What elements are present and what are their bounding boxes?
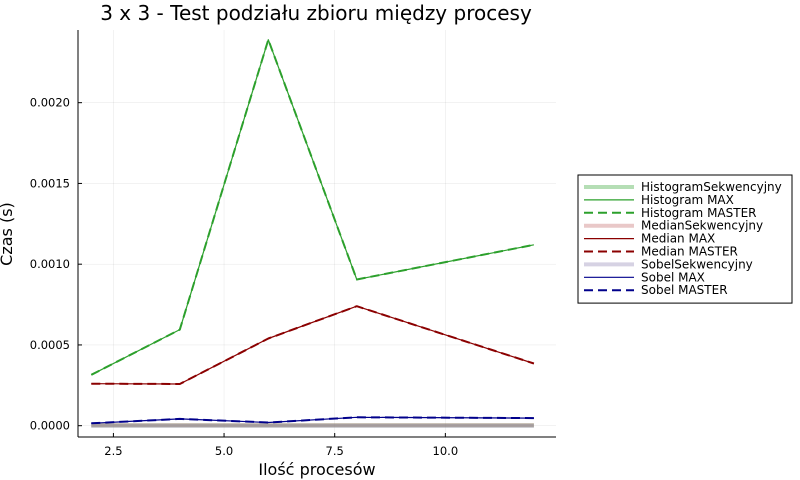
x-tick-label: 10.0 [433, 444, 459, 458]
x-axis-label: Ilość procesów [258, 460, 375, 479]
y-tick-label: 0.0000 [30, 419, 70, 433]
legend-label: Histogram MASTER [641, 206, 757, 220]
series-line-7 [91, 416, 534, 424]
x-tick-label: 2.5 [104, 444, 122, 458]
legend-label: MedianSekwencyjny [641, 219, 763, 233]
axes: 2.5 5.0 7.5 10.0 0.0000 0.0005 0.0010 0.0015 0.0… [30, 30, 556, 458]
y-axis-label: Czas (s) [0, 202, 16, 266]
legend-label: SobelSekwencyjny [641, 257, 753, 271]
series-group [90, 38, 535, 428]
legend-label: Sobel MAX [641, 270, 705, 284]
series-line-2 [90, 38, 535, 376]
legend-label: Median MASTER [641, 245, 738, 259]
y-tick-label: 0.0015 [30, 176, 70, 190]
y-tick-label: 0.0020 [30, 96, 70, 110]
series-line-1 [91, 39, 535, 376]
series-line-8 [91, 416, 534, 425]
y-tick-label: 0.0005 [30, 338, 70, 352]
legend-label: HistogramSekwencyjny [641, 180, 782, 194]
chart-title: 3 x 3 - Test podziału zbioru między proc… [100, 1, 532, 25]
legend-label: Median MAX [641, 232, 715, 246]
x-tick-label: 7.5 [326, 444, 344, 458]
y-tick-label: 0.0010 [30, 257, 70, 271]
series-line-5 [91, 305, 535, 385]
grid [78, 30, 556, 437]
legend-label: Histogram MAX [641, 193, 734, 207]
legend-label: Sobel MASTER [641, 283, 728, 297]
x-tick-label: 5.0 [215, 444, 233, 458]
